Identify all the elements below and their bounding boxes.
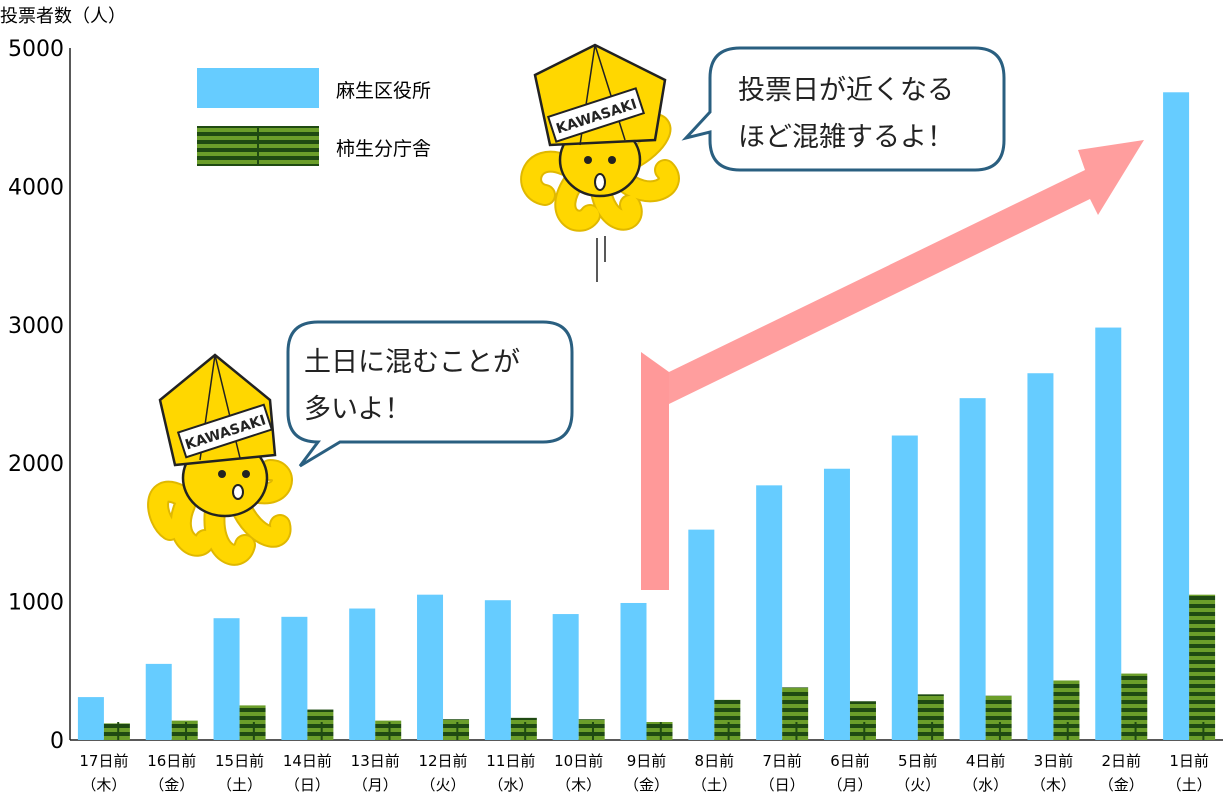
callout-right-bubble — [681, 46, 1006, 172]
bar-kakio — [917, 694, 944, 740]
bar-asao — [213, 618, 240, 740]
bar-kakio — [646, 722, 673, 740]
callout-right-line1: 投票日が近くなる — [738, 75, 954, 106]
bar-asao — [1095, 327, 1122, 740]
bar-asao — [823, 468, 850, 740]
x-tick-label-weekday: （水） — [963, 776, 1008, 794]
x-tick-label-day: 16日前 — [147, 752, 196, 770]
bar-kakio — [782, 687, 809, 740]
y-tick-label: 5000 — [8, 37, 64, 62]
bars — [77, 92, 1216, 740]
x-tick-label-day: 8日前 — [695, 752, 735, 770]
y-tick-label: 2000 — [8, 452, 64, 477]
x-tick-label-weekday: （金） — [1099, 776, 1144, 794]
bar-kakio — [985, 695, 1012, 740]
bar-kakio — [443, 719, 470, 740]
bar-asao — [145, 663, 172, 740]
bar-asao — [484, 600, 511, 740]
x-tick-label-weekday: （土） — [1167, 776, 1212, 794]
bar-kakio — [578, 719, 605, 740]
bar-kakio — [239, 705, 266, 740]
x-tick-label-day: 17日前 — [79, 752, 128, 770]
x-tick-label-day: 4日前 — [966, 752, 1006, 770]
bar-asao — [1163, 92, 1190, 740]
bar-kakio — [375, 720, 402, 740]
x-tick-label-day: 9日前 — [627, 752, 667, 770]
x-tick-label-weekday: （土） — [692, 776, 737, 794]
bar-kakio — [307, 709, 334, 740]
x-tick-label-weekday: （日） — [285, 776, 330, 794]
x-tick-label-weekday: （日） — [760, 776, 805, 794]
y-tick-label: 3000 — [8, 314, 64, 339]
bar-asao — [688, 529, 715, 740]
x-tick-label-weekday: （木） — [556, 776, 601, 794]
bar-kakio — [1189, 594, 1216, 740]
bar-kakio — [1053, 680, 1080, 740]
y-tick-label: 0 — [50, 729, 64, 754]
bar-kakio — [171, 720, 198, 740]
x-tick-label-day: 15日前 — [215, 752, 264, 770]
x-tick-label-weekday: （月） — [353, 776, 398, 794]
x-tick-label-day: 2日前 — [1101, 752, 1141, 770]
x-tick-label-weekday: （金） — [149, 776, 194, 794]
x-labels: 17日前 （木） 16日前 （金） 15日前 （土） 14日前 （日） 13日前 （月） 12日前 （… — [79, 752, 1211, 794]
bar-asao — [620, 602, 647, 740]
y-tick-label: 4000 — [8, 175, 64, 200]
x-tick-label-day: 11日前 — [486, 752, 535, 770]
bar-asao — [891, 435, 918, 740]
bar-kakio — [103, 723, 130, 740]
bar-kakio — [849, 701, 876, 740]
x-tick-label-weekday: （水） — [488, 776, 533, 794]
x-tick-label-day: 3日前 — [1034, 752, 1074, 770]
bar-asao — [281, 616, 308, 740]
x-tick-label-day: 7日前 — [762, 752, 802, 770]
x-tick-label-day: 12日前 — [418, 752, 467, 770]
trend-arrow-stem — [641, 352, 669, 590]
x-tick-label-weekday: （土） — [217, 776, 262, 794]
legend: 麻生区役所 柿生分庁舎 — [197, 68, 431, 166]
x-tick-label-day: 5日前 — [898, 752, 938, 770]
bar-asao — [756, 485, 783, 740]
x-tick-label-day: 13日前 — [351, 752, 400, 770]
legend-label-kakio: 柿生分庁舎 — [336, 138, 431, 160]
x-tick-label-weekday: （金） — [624, 776, 669, 794]
callout-left-line1: 土日に混むことが — [304, 347, 520, 378]
trend-arrow — [641, 140, 1144, 590]
callout-left-line2: 多いよ！ — [304, 394, 411, 425]
y-ticks: 0 1000 2000 3000 4000 5000 — [8, 37, 64, 754]
x-tick-label-weekday: （火） — [421, 776, 466, 794]
bar-kakio — [510, 717, 537, 740]
y-tick-label: 1000 — [8, 591, 64, 616]
x-tick-label-weekday: （月） — [827, 776, 872, 794]
x-tick-label-weekday: （木） — [81, 776, 126, 794]
bar-asao — [349, 608, 376, 740]
callout-left-bubble — [286, 320, 574, 468]
y-axis-label: 投票者数（人） — [0, 6, 126, 27]
x-tick-label-day: 14日前 — [283, 752, 332, 770]
bar-asao — [1027, 373, 1054, 740]
x-tick-label-day: 6日前 — [830, 752, 870, 770]
callout-right-line2: ほど混雑するよ！ — [738, 122, 954, 153]
legend-swatch-asao — [197, 68, 319, 108]
bar-asao — [959, 398, 986, 740]
x-tick-label-weekday: （木） — [1031, 776, 1076, 794]
callout-left: 土日に混むことが 多いよ！ — [286, 320, 574, 468]
bar-kakio — [714, 699, 741, 740]
bar-asao — [77, 697, 104, 740]
legend-label-asao: 麻生区役所 — [336, 80, 431, 102]
bar-asao — [552, 614, 579, 740]
squid-mascot-left-icon: KAWASAKI — [147, 353, 293, 566]
x-tick-label-day: 10日前 — [554, 752, 603, 770]
x-tick-label-day: 1日前 — [1169, 752, 1209, 770]
bar-kakio — [1121, 673, 1148, 740]
squid-mascot-right-icon: KAWASAKI — [520, 43, 680, 282]
callout-right: 投票日が近くなる ほど混雑するよ！ — [681, 46, 1006, 172]
bar-asao — [417, 594, 444, 740]
x-tick-label-weekday: （火） — [895, 776, 940, 794]
